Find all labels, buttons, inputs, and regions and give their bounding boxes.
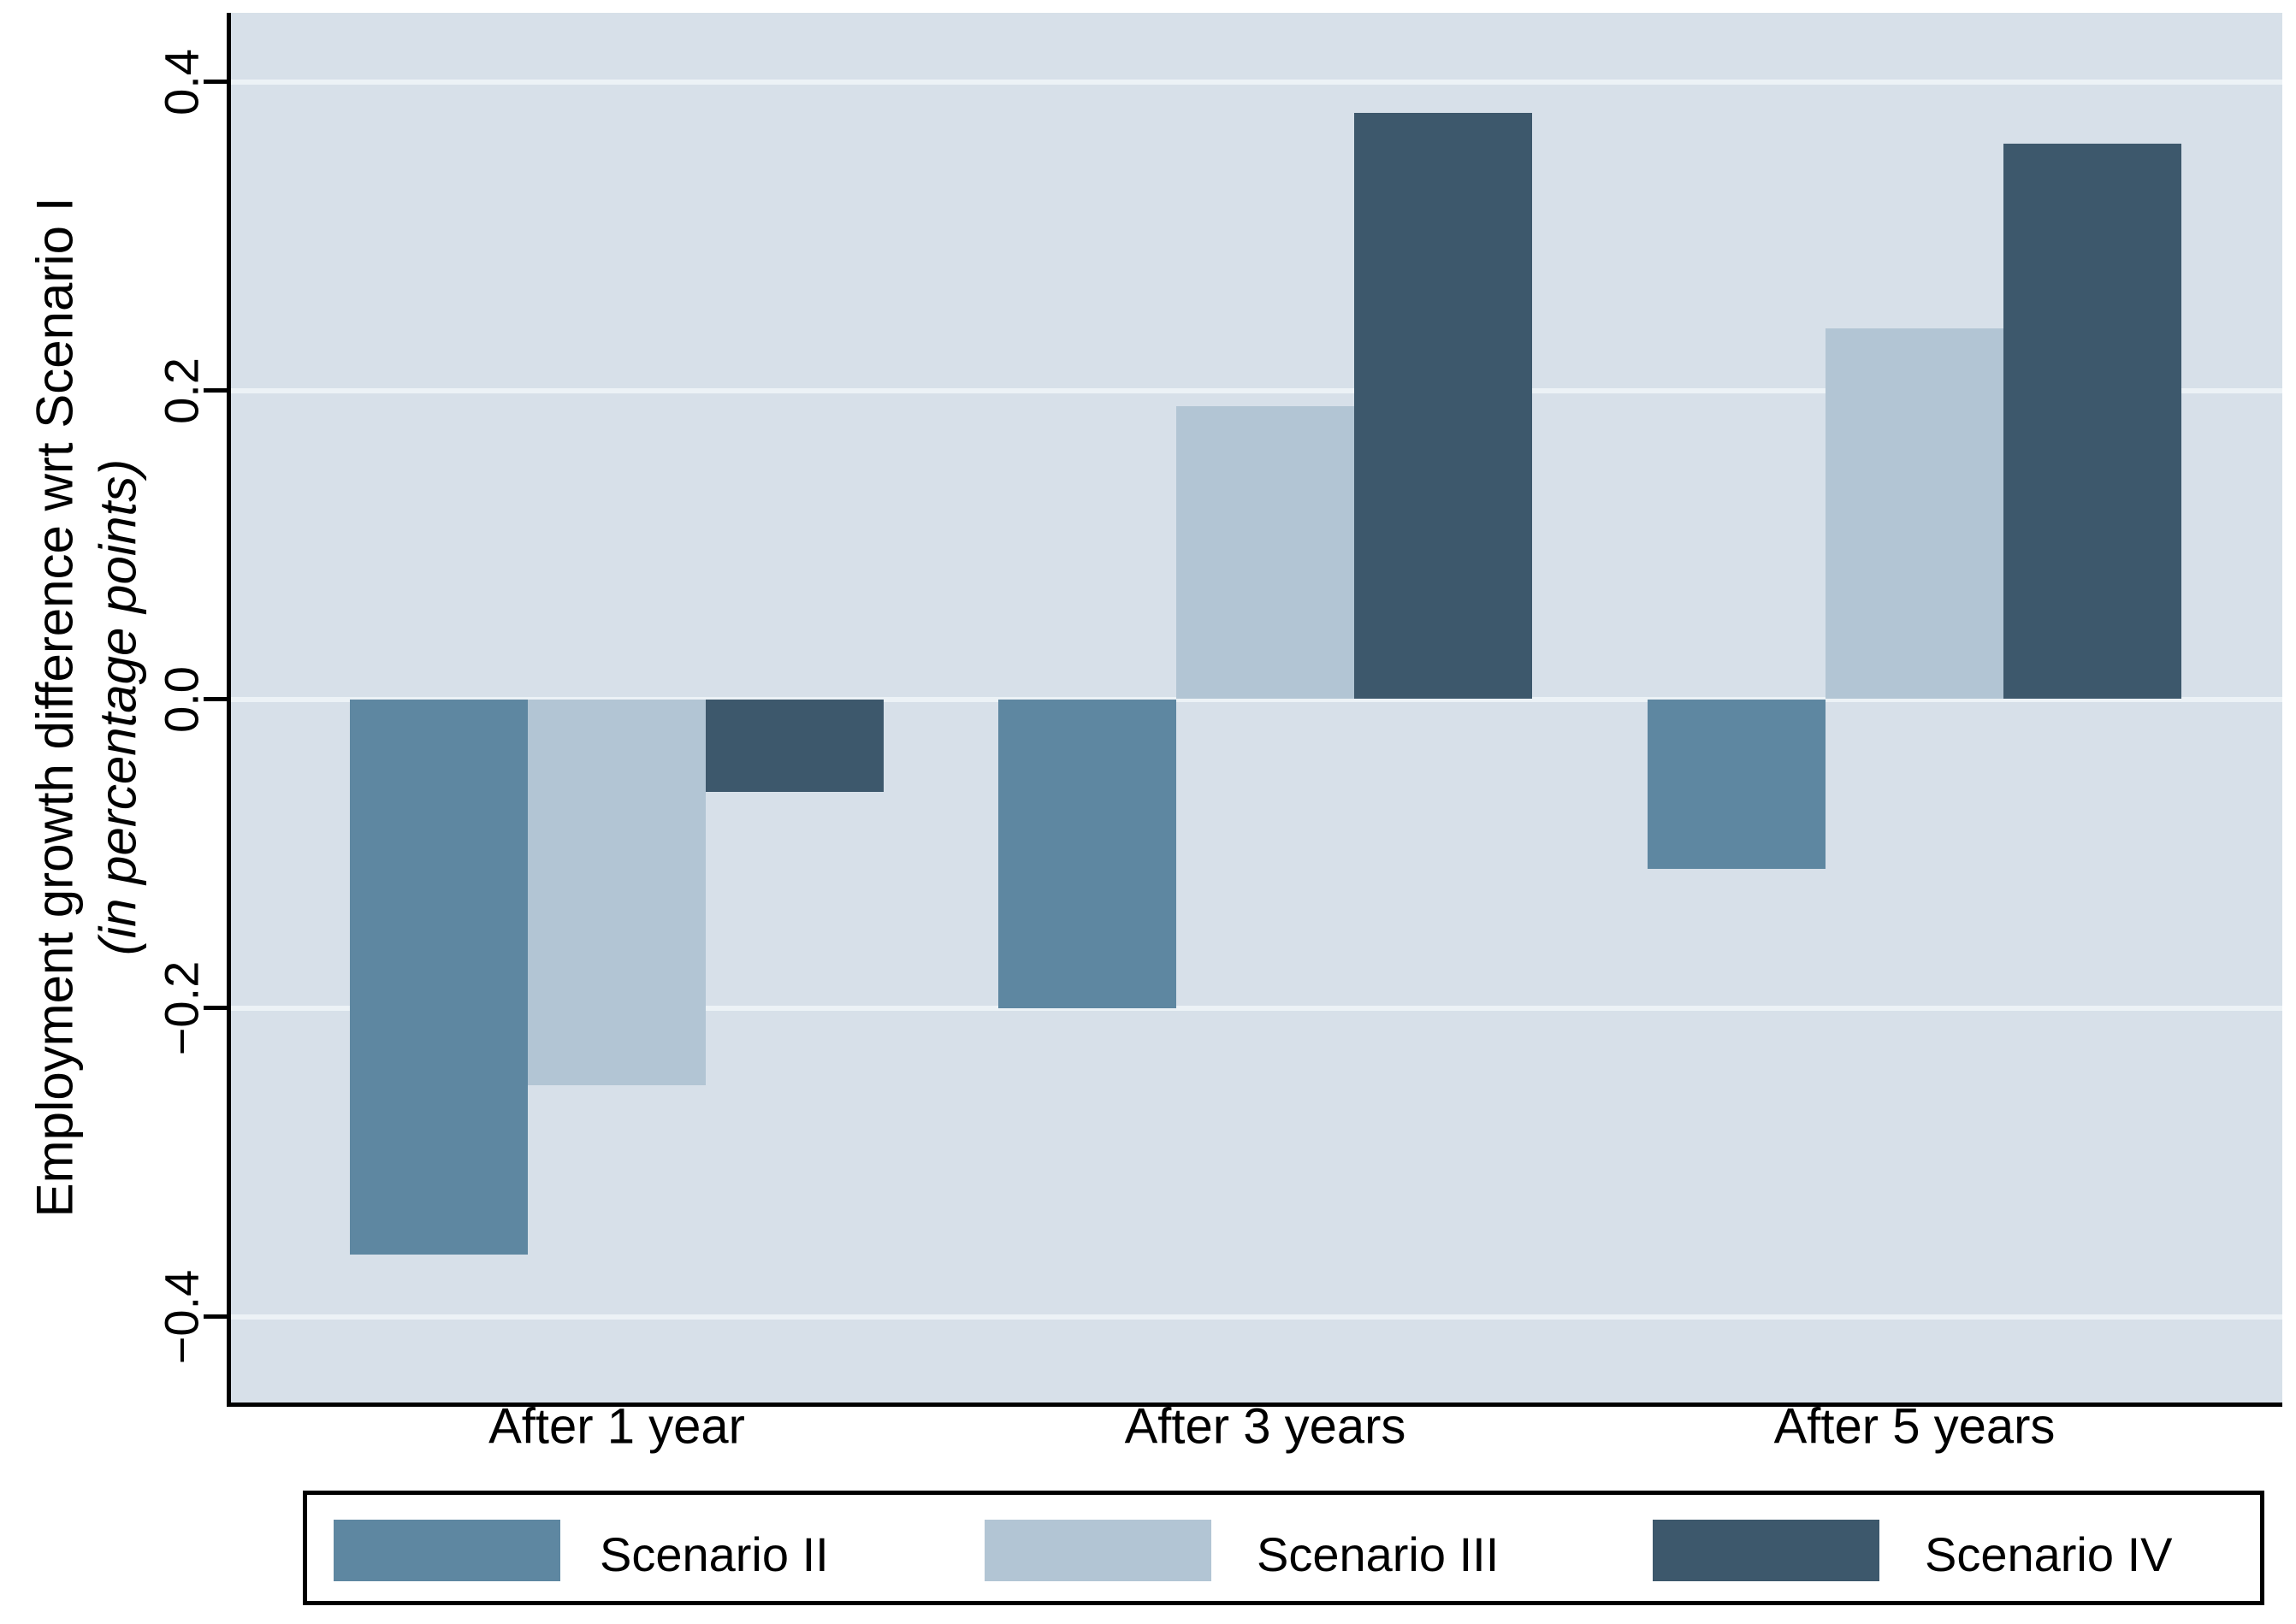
y-axis-line <box>227 13 231 1407</box>
bar-scenario-ii-after-1-year <box>350 699 528 1255</box>
bar-scenario-ii-after-3-years <box>998 699 1176 1008</box>
x-axis-label-after-3-years: After 3 years <box>1124 1398 1406 1455</box>
y-tick-0-4 <box>204 1314 227 1319</box>
legend-label-scenario-ii: Scenario II <box>600 1527 829 1581</box>
legend: Scenario II Scenario III Scenario IV <box>303 1491 2264 1605</box>
gridline-0-2 <box>231 1005 2282 1011</box>
bar-scenario-iii-after-3-years <box>1176 405 1354 700</box>
bar-scenario-iii-after-1-year <box>528 699 706 1085</box>
y-tick-0-4 <box>204 80 227 84</box>
x-axis-label-after-1-year: After 1 year <box>488 1398 745 1455</box>
y-tick-label-0-2: 0.2 <box>154 357 209 424</box>
bar-scenario-iv-after-5-years <box>2003 143 2181 700</box>
legend-swatch-scenario-iii <box>985 1520 1211 1581</box>
bar-scenario-iv-after-1-year <box>706 699 884 792</box>
y-tick-0-0 <box>204 697 227 701</box>
bar-scenario-iii-after-5-years <box>1826 328 2003 700</box>
y-tick-label-0-0: 0.0 <box>154 665 209 733</box>
gridline-0-4 <box>231 1314 2282 1320</box>
y-axis-title: Employment growth difference wrt Scenari… <box>26 197 84 1218</box>
y-tick-label-0-2: −0.2 <box>154 960 209 1055</box>
bar-scenario-iv-after-3-years <box>1354 112 1532 700</box>
gridline-0-4 <box>231 79 2282 85</box>
legend-swatch-scenario-iv <box>1653 1520 1879 1581</box>
y-tick-label-0-4: 0.4 <box>154 48 209 115</box>
y-tick-0-2 <box>204 388 227 393</box>
y-axis-subtitle: (in percentage points) <box>89 458 147 956</box>
legend-label-scenario-iii: Scenario III <box>1257 1527 1500 1581</box>
x-axis-line <box>227 1403 2282 1407</box>
legend-swatch-scenario-ii <box>334 1520 560 1581</box>
legend-label-scenario-iv: Scenario IV <box>1925 1527 2173 1581</box>
y-tick-0-2 <box>204 1006 227 1010</box>
bar-scenario-ii-after-5-years <box>1648 699 1826 870</box>
gridline-0-2 <box>231 387 2282 393</box>
gridline-0-0 <box>231 696 2282 702</box>
x-axis-label-after-5-years: After 5 years <box>1773 1398 2056 1455</box>
y-tick-label-0-4: −0.4 <box>154 1269 209 1364</box>
